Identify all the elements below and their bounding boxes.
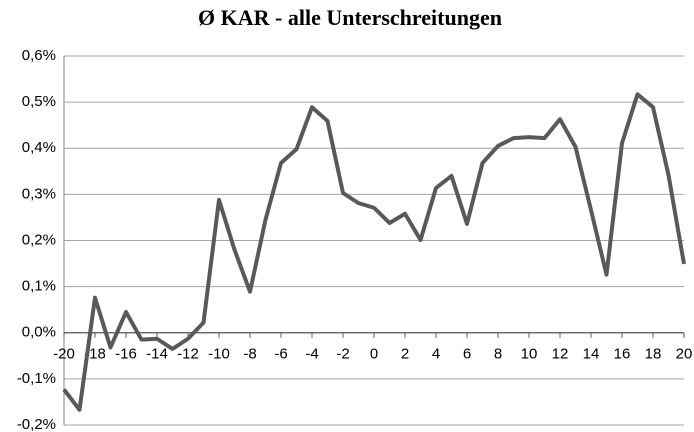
x-tick-label: 2	[401, 346, 409, 363]
data-line	[62, 92, 686, 412]
y-tick-label: 0,2%	[22, 231, 56, 248]
x-tick-label: -20	[53, 346, 75, 363]
y-tick-label: -0,2%	[17, 416, 56, 432]
y-tick-label: 0,3%	[22, 185, 56, 202]
x-tick-label: 0	[370, 346, 378, 363]
y-tick-label: 0,6%	[22, 47, 56, 64]
x-tick-label: -14	[146, 346, 168, 363]
x-tick-label: 8	[494, 346, 502, 363]
x-tick-label: 4	[432, 346, 440, 363]
y-tick-label: -0,1%	[17, 370, 56, 387]
x-tick-label: -2	[336, 346, 349, 363]
x-tick-label: -8	[243, 346, 256, 363]
x-tick-label: -16	[115, 346, 137, 363]
x-tick-label: 16	[614, 346, 631, 363]
x-tick-label: 18	[645, 346, 662, 363]
x-tick-label: 14	[583, 346, 600, 363]
x-tick-label: -10	[208, 346, 230, 363]
y-tick-label: 0,0%	[22, 324, 56, 341]
x-tick-label: -4	[305, 346, 318, 363]
x-tick-label: 12	[552, 346, 569, 363]
y-tick-label: 0,4%	[22, 139, 56, 156]
x-tick-label: -12	[177, 346, 199, 363]
x-tick-label: -6	[274, 346, 287, 363]
x-tick-label: 20	[676, 346, 693, 363]
chart-title: Ø KAR - alle Unterschreitungen	[198, 5, 502, 30]
y-tick-label: 0,5%	[22, 93, 56, 110]
y-tick-label: 0,1%	[22, 278, 56, 295]
x-tick-label: 6	[463, 346, 471, 363]
x-tick-label: 10	[521, 346, 538, 363]
